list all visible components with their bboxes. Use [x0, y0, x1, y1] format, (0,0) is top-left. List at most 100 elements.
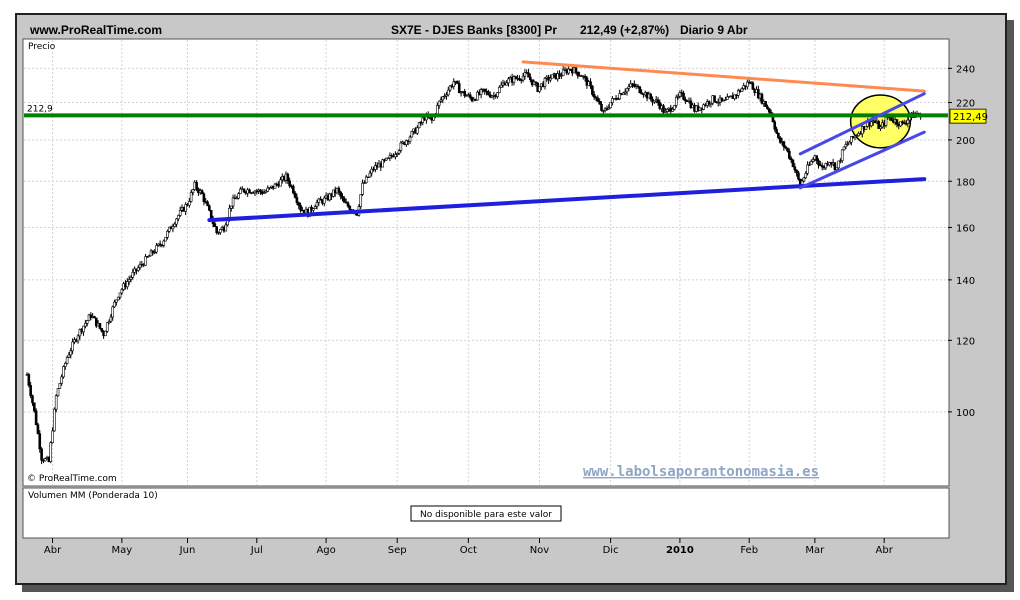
price-panel-label: Precio [28, 42, 56, 52]
price-candle [255, 190, 259, 193]
x-tick-label: Sep [388, 545, 407, 556]
price-candle [381, 159, 384, 168]
price-candle [899, 121, 902, 127]
price-candle [558, 73, 561, 77]
x-tick-label: Jun [179, 545, 196, 556]
price-candle [395, 153, 399, 155]
price-candle [523, 72, 527, 77]
watermark-link[interactable]: www.labolsaporantonomasia.es [583, 464, 819, 480]
price-candle [877, 121, 880, 129]
price-candle [293, 192, 297, 198]
price-candle [43, 458, 47, 462]
price-candle [680, 92, 684, 94]
price-candle [673, 105, 676, 110]
price-candle [879, 126, 882, 129]
price-candle [487, 91, 490, 96]
price-candle [291, 185, 295, 194]
price-candle [242, 188, 246, 193]
price-candle [144, 256, 147, 266]
price-candle [736, 90, 740, 96]
price-candle [550, 74, 554, 79]
price-candle [904, 123, 908, 125]
price-candle [129, 277, 133, 280]
price-candle [496, 92, 499, 97]
channel-top-trendline [798, 92, 926, 156]
price-candle [71, 341, 74, 352]
price-panel [22, 38, 950, 487]
price-candle [111, 306, 115, 318]
price-candle [576, 71, 580, 76]
price-candle [676, 96, 680, 98]
price-candle [860, 126, 864, 135]
price-candle [760, 93, 764, 104]
price-candle [512, 76, 516, 83]
price-candle [733, 94, 736, 99]
x-tick-label: Ago [316, 545, 335, 556]
price-candle [786, 147, 789, 152]
price-candle [131, 271, 135, 278]
price-candle [397, 150, 401, 154]
volume-panel-label: Volumen MM (Ponderada 10) [28, 491, 158, 501]
price-candle [751, 82, 755, 90]
price-candle [844, 144, 848, 148]
price-candle [84, 322, 87, 327]
price-candle [678, 92, 682, 97]
price-candle [815, 155, 818, 161]
price-candle [202, 193, 206, 202]
price-candle [820, 165, 824, 168]
price-candle [596, 97, 600, 102]
price-candle [219, 229, 222, 233]
price-candle [870, 121, 873, 127]
price-candle [804, 173, 808, 179]
price-candle [483, 88, 487, 92]
price-candle [115, 299, 118, 303]
channel-bottom-trendline [798, 130, 926, 190]
price-candle [490, 95, 494, 98]
price-candle [671, 109, 674, 112]
price-candle [656, 99, 660, 103]
price-candle [339, 191, 342, 197]
price-candle [171, 226, 175, 230]
price-candle [809, 161, 813, 165]
price-candle [514, 76, 518, 79]
price-candle [665, 109, 669, 112]
price-candle [890, 117, 893, 121]
price-candle [835, 167, 839, 170]
price-candle [802, 177, 806, 182]
price-candle [147, 255, 151, 258]
price-candle [78, 329, 82, 337]
price-candle [308, 206, 311, 217]
price-candle [239, 188, 242, 194]
last-price-tag [949, 108, 987, 124]
price-candle [363, 182, 366, 184]
price-candle [629, 83, 632, 88]
period-label: Diario 9 Abr [680, 23, 748, 37]
resistance-trendline [521, 60, 926, 93]
price-candle [848, 141, 851, 145]
site-title: www.ProRealTime.com [29, 23, 162, 37]
price-candle [627, 86, 631, 89]
quote-change: 212,49 (+2,87%) [580, 23, 669, 37]
price-candle [534, 81, 538, 84]
price-candle [85, 320, 89, 324]
price-candle [574, 67, 578, 73]
x-tick-label: Oct [460, 545, 477, 556]
instrument-name: SX7E - DJES Banks [8300] Pr [391, 23, 557, 37]
price-candle [895, 119, 899, 125]
x-tick-label: Abr [44, 545, 62, 556]
x-axis: Abr May Jun Jul Ago Sep Oct Nov Dic 2010 Feb Mar Abr [44, 538, 894, 556]
price-candle [797, 172, 800, 180]
price-candle [315, 202, 319, 207]
price-candle [778, 137, 782, 143]
price-candle [773, 121, 777, 130]
price-candle [419, 122, 423, 124]
price-candle [421, 117, 425, 123]
price-candle [217, 232, 220, 234]
x-tick-label: Jul [250, 545, 263, 556]
y-tick-label: 240 [956, 64, 975, 75]
price-candle [177, 215, 180, 220]
price-candle [561, 69, 565, 76]
price-candle [842, 146, 846, 151]
price-candle [906, 119, 910, 124]
price-candle [34, 410, 38, 426]
